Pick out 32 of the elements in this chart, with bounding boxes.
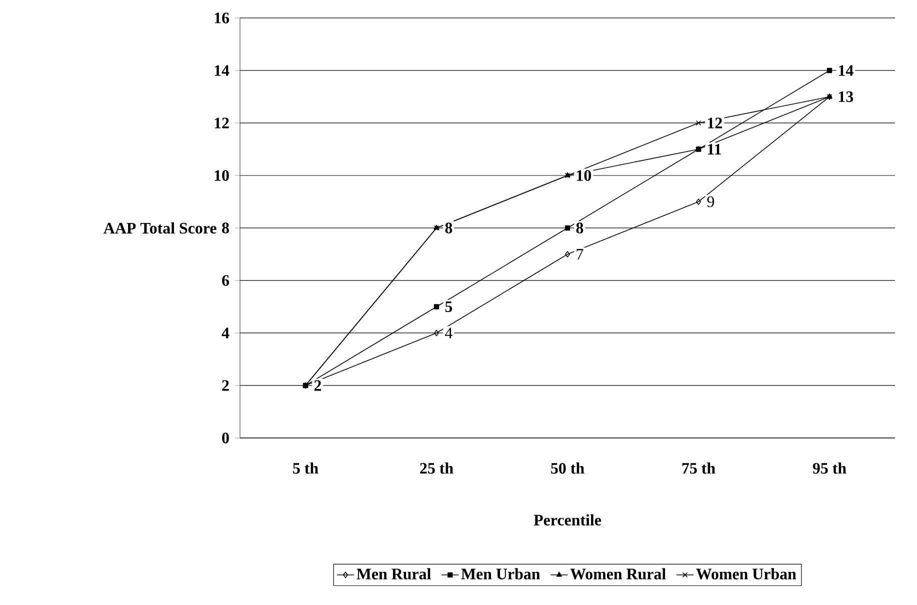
y-tick-label: 4 [222, 328, 230, 338]
data-label: 14 [838, 65, 854, 76]
data-label: 12 [708, 118, 722, 128]
data-label: 9 [707, 196, 714, 208]
y-tick-label: 16 [214, 12, 230, 24]
y-tick-label: 6 [222, 275, 230, 286]
x-axis-title: Percentile [534, 514, 602, 526]
y-tick-label: 0 [222, 432, 229, 444]
x-tick-label: 95 th [812, 462, 846, 474]
legend-label: Women Rural [570, 568, 666, 580]
data-label: 7 [576, 249, 584, 260]
data-label: 4 [445, 328, 452, 338]
x-tick-label: 75 th [682, 462, 716, 474]
y-tick-label: 14 [214, 65, 230, 76]
data-label: 5 [445, 301, 452, 312]
x-tick-label: 25 th [420, 462, 454, 474]
y-tick-label: 12 [214, 118, 229, 128]
legend-label: Men Rural [356, 568, 431, 580]
data-label: 8 [445, 222, 452, 234]
legend-label: Men Urban [461, 568, 540, 580]
data-label: 2 [314, 380, 321, 391]
data-label: 10 [576, 170, 592, 181]
data-label: 11 [708, 144, 721, 154]
y-tick-label: 10 [214, 170, 229, 181]
y-tick-label: 8 [222, 222, 229, 234]
data-label: 13 [838, 91, 854, 102]
x-tick-label: 50 th [551, 462, 584, 474]
x-tick-label: 5 th [293, 462, 318, 474]
legend-label: Women Urban [696, 568, 796, 580]
y-tick-label: 2 [222, 380, 229, 391]
data-label: 8 [576, 222, 584, 234]
y-axis-title: AAP Total Score [104, 222, 216, 234]
